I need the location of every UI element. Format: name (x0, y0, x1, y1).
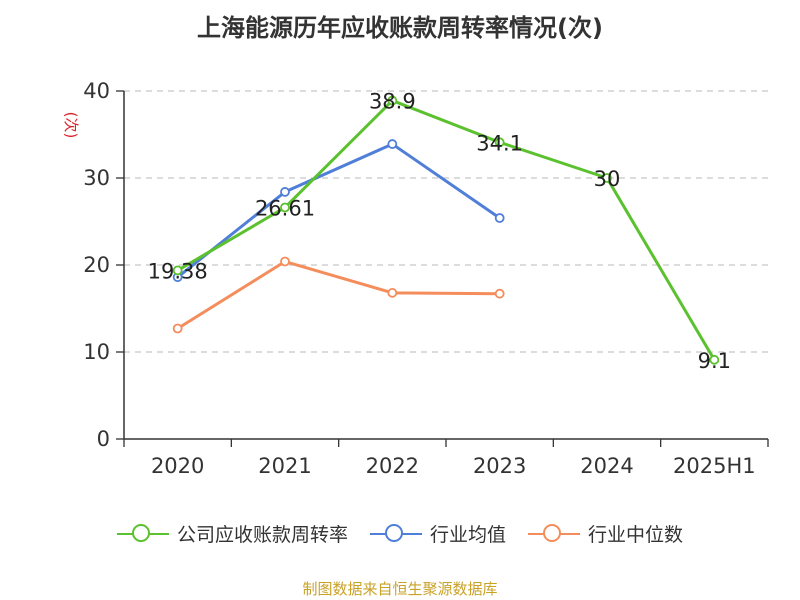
data-point (494, 288, 505, 299)
data-label: 9.1 (698, 349, 731, 373)
data-point (172, 265, 183, 276)
data-label: 26.61 (255, 196, 315, 220)
legend-marker-company (116, 523, 169, 544)
data-point (280, 187, 290, 197)
y-tick-label: 20 (83, 253, 110, 277)
y-tick-label: 10 (83, 340, 110, 364)
legend-item-industry-median[interactable]: 行业中位数 (528, 520, 683, 547)
x-tick-label: 2022 (366, 454, 419, 478)
data-point (280, 256, 290, 267)
y-axis-label: (次) (62, 112, 80, 139)
data-point (494, 213, 505, 223)
legend-item-industry-mean[interactable]: 行业均值 (369, 520, 506, 547)
data-point (709, 354, 720, 365)
data-point (387, 139, 398, 149)
y-tick-label: 0 (97, 427, 110, 451)
legend-item-company[interactable]: 公司应收账款周转率 (116, 520, 348, 547)
series-line (176, 142, 501, 279)
data-label: 30 (594, 167, 621, 191)
x-tick-label: 2021 (258, 454, 311, 478)
data-point (602, 173, 612, 183)
data-source-note: 制图数据来自恒生聚源数据库 (302, 580, 498, 598)
chart-legend: 公司应收账款周转率 行业均值 行业中位数 (0, 520, 800, 547)
data-point (280, 202, 290, 213)
y-tick-label: 30 (83, 166, 110, 190)
data-label: 34.1 (476, 131, 523, 155)
x-tick-label: 2020 (151, 454, 204, 478)
data-point (494, 137, 505, 148)
data-point (172, 323, 183, 334)
x-tick-label: 2024 (580, 454, 633, 478)
data-point (387, 95, 398, 106)
data-label: 19.38 (148, 259, 208, 283)
legend-label-industry-mean: 行业均值 (429, 524, 506, 546)
x-tick-label: 2023 (473, 454, 526, 478)
data-label: 38.9 (369, 90, 416, 114)
data-point (387, 287, 398, 298)
x-tick-label: 2025H1 (673, 454, 756, 478)
legend-marker-industry-mean (369, 523, 422, 544)
legend-marker-industry-median (528, 523, 580, 544)
chart-title: 上海能源历年应收账款周转率情况(次) (197, 14, 603, 42)
y-tick-label: 40 (83, 79, 110, 103)
legend-label-company: 公司应收账款周转率 (176, 524, 348, 546)
series-line (176, 260, 500, 330)
legend-label-industry-median: 行业中位数 (588, 524, 684, 546)
series-line (176, 99, 716, 361)
